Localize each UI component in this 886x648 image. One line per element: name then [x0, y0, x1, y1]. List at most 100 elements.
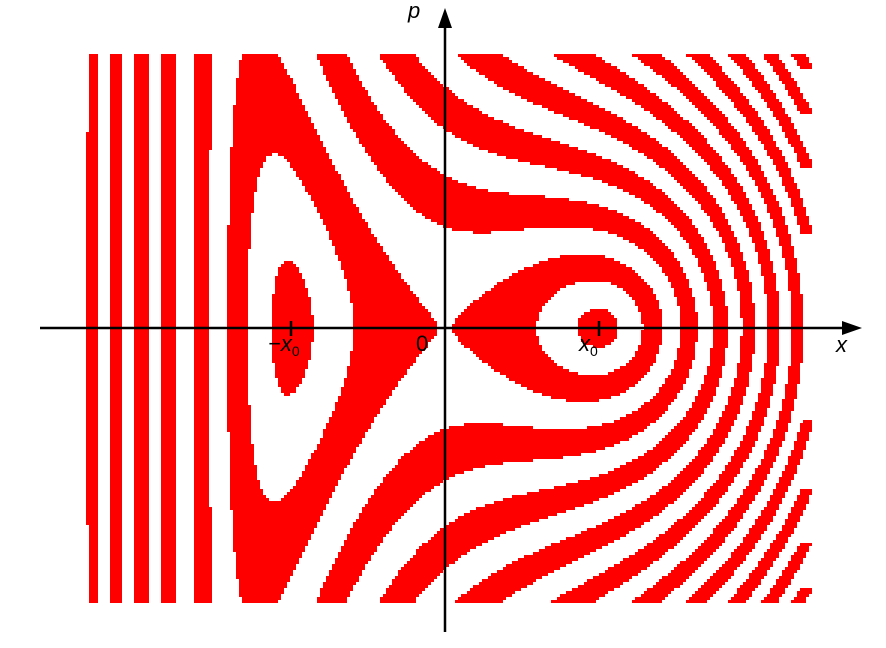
stripe-segment [161, 264, 176, 267]
stripe-segment [161, 540, 176, 543]
stripe-segment [710, 576, 731, 579]
stripe-segment [86, 474, 98, 477]
stripe-segment [272, 309, 311, 312]
stripe-segment [86, 279, 98, 282]
stripe-segment [779, 174, 791, 177]
stripe-segment [194, 591, 212, 594]
stripe-segment [686, 54, 710, 57]
stripe-segment [161, 453, 176, 456]
stripe-segment [86, 507, 98, 510]
stripe-segment [440, 528, 515, 531]
stripe-segment [797, 159, 812, 162]
stripe-segment [89, 102, 98, 105]
stripe-segment [161, 141, 176, 144]
stripe-segment [605, 570, 641, 573]
stripe-segment [161, 417, 176, 420]
stripe-segment [740, 357, 752, 360]
stripe-segment [353, 315, 431, 318]
stripe-segment [194, 360, 209, 363]
stripe-segment [86, 330, 98, 333]
stripe-segment [194, 300, 209, 303]
stripe-segment [743, 489, 761, 492]
stripe-segment [86, 519, 98, 522]
stripe-segment [692, 459, 713, 462]
stripe-segment [650, 66, 677, 69]
stripe-segment [395, 189, 488, 192]
stripe-segment [86, 315, 98, 318]
stripe-segment [89, 87, 98, 90]
stripe-segment [749, 123, 764, 126]
stripe-segment [194, 336, 209, 339]
stripe-segment [773, 219, 785, 222]
stripe-segment [767, 312, 779, 315]
stripe-segment [278, 384, 299, 387]
stripe-segment [620, 561, 653, 564]
stripe-segment [110, 315, 122, 318]
stripe-segment [110, 408, 122, 411]
stripe-segment [416, 444, 614, 447]
stripe-segment [317, 207, 359, 210]
stripe-segment [347, 120, 386, 123]
stripe-segment [86, 177, 98, 180]
stripe-segment [239, 75, 290, 78]
stripe-segment [323, 432, 365, 435]
stripe-segment [227, 294, 248, 297]
stripe-segment [641, 321, 662, 324]
stripe-segment [731, 261, 746, 264]
stripe-segment [134, 456, 149, 459]
stripe-segment [719, 522, 737, 525]
stripe-segment [194, 207, 209, 210]
stripe-segment [767, 150, 782, 153]
stripe-segment [161, 99, 176, 102]
stripe-segment [86, 384, 98, 387]
stripe-segment [134, 552, 149, 555]
stripe-segment [779, 240, 791, 243]
stripe-segment [719, 132, 740, 135]
stripe-segment [656, 492, 683, 495]
stripe-segment [635, 300, 659, 303]
stripe-segment [161, 354, 176, 357]
stripe-segment [353, 333, 437, 336]
stripe-segment [746, 222, 761, 225]
stripe-segment [353, 324, 437, 327]
stripe-segment [797, 216, 809, 219]
stripe-segment [479, 582, 533, 585]
stripe-segment [401, 456, 563, 459]
stripe-segment [86, 513, 98, 516]
stripe-segment [398, 570, 443, 573]
stripe-segment [449, 522, 530, 525]
stripe-segment [740, 309, 755, 312]
stripe-segment [341, 387, 395, 390]
stripe-segment [110, 372, 122, 375]
stripe-segment [773, 69, 788, 72]
stripe-segment [161, 153, 176, 156]
stripe-segment [194, 570, 212, 573]
stripe-segment [761, 378, 776, 381]
stripe-segment [728, 513, 743, 516]
stripe-segment [746, 117, 761, 120]
stripe-segment [725, 249, 740, 252]
stripe-segment [758, 255, 770, 258]
stripe-segment [692, 147, 713, 150]
stripe-segment [653, 447, 680, 450]
stripe-segment [86, 438, 98, 441]
stripe-segment [647, 156, 677, 159]
stripe-segment [281, 264, 296, 267]
stripe-segment [329, 237, 377, 240]
stripe-segment [740, 336, 755, 339]
stripe-segment [86, 183, 98, 186]
stripe-segment [134, 159, 149, 162]
stripe-segment [392, 582, 431, 585]
stripe-segment [194, 249, 209, 252]
stripe-segment [680, 345, 695, 348]
stripe-segment [89, 93, 98, 96]
stripe-segment [512, 561, 572, 564]
stripe-segment [677, 564, 701, 567]
stripe-segment [110, 150, 122, 153]
stripe-segment [161, 486, 176, 489]
stripe-segment [713, 171, 731, 174]
stripe-segment [86, 402, 98, 405]
stripe-segment [284, 393, 290, 396]
stripe-segment [647, 543, 677, 546]
stripe-segment [134, 564, 149, 567]
